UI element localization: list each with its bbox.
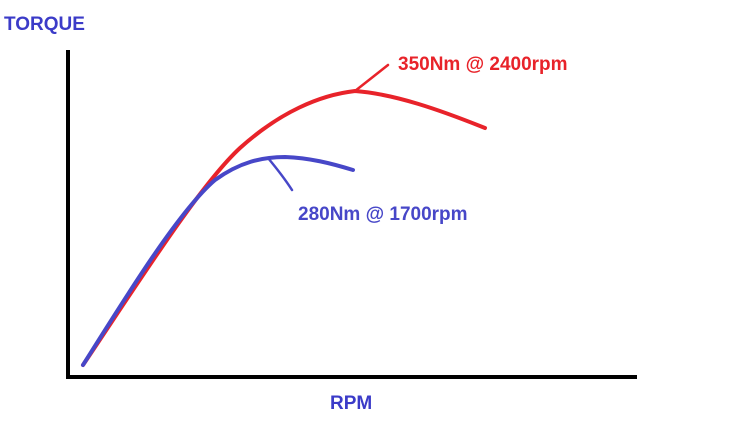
- annotation-leader-red: [353, 63, 390, 93]
- annotation-red-peak: 350Nm @ 2400rpm: [398, 54, 568, 75]
- annotation-leader-blue: [266, 156, 294, 192]
- y-axis-label: TORQUE: [4, 14, 85, 35]
- series-line-red: [81, 89, 487, 367]
- axes: [66, 50, 637, 379]
- x-axis-label: RPM: [330, 393, 372, 414]
- annotation-blue-peak: 280Nm @ 1700rpm: [298, 204, 468, 225]
- series-line-blue: [81, 155, 355, 367]
